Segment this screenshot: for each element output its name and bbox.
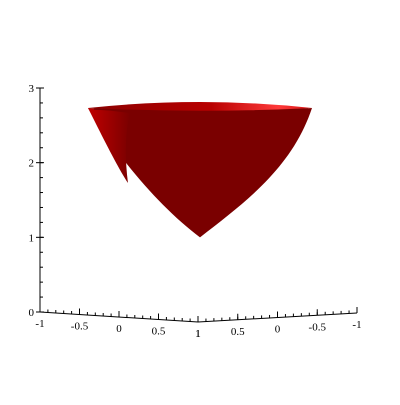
x-tick-label: 1 [195,328,201,340]
z-tick-label: 3 [29,83,35,95]
z-tick-label: 2 [29,158,35,170]
y-tick-label: 0.5 [231,326,245,338]
y-tick-label: -0.5 [309,321,327,333]
surface-rim-edge [93,108,309,113]
x-tick-label: 0.5 [152,326,166,338]
y-tick-label: -1 [352,319,361,331]
x-tick-label: -0.5 [71,321,89,333]
y-tick-label: 0 [275,324,281,336]
paraboloid-surface [88,102,312,238]
surface-left-highlight [88,108,130,183]
x-tick-label: 0 [116,323,122,335]
surface-rim [88,102,312,112]
z-tick-label: 0 [29,307,35,319]
y-tick-label: 1 [195,328,201,340]
surface-body [88,108,312,238]
z-tick-label: 1 [29,232,35,244]
x-tick-label: -1 [35,318,44,330]
